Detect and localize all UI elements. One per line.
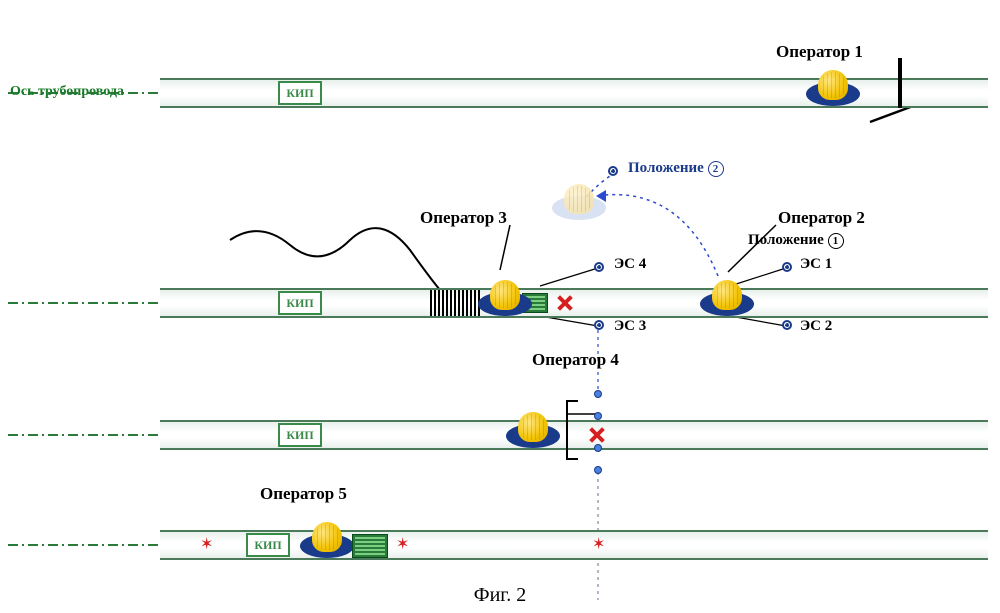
operator-2-label: Оператор 2 [778, 208, 865, 228]
position-2-point [608, 166, 618, 176]
bluedot-2 [594, 412, 602, 420]
operator-1 [806, 66, 860, 120]
operator-5-label: Оператор 5 [260, 484, 347, 504]
kip-box-4: КИП [246, 533, 290, 557]
star-1 [200, 538, 214, 552]
operator-3-label: Оператор 3 [420, 208, 507, 228]
figure-label: Фиг. 2 [474, 584, 526, 607]
position-1-label: Положение 1 [748, 232, 844, 249]
star-3 [592, 538, 606, 552]
es4-point [594, 262, 604, 272]
marker-stick [898, 58, 902, 108]
pipe-4: КИП [160, 530, 988, 560]
es3-point [594, 320, 604, 330]
pipe-1: КИП [160, 78, 988, 108]
es4-label: ЭС 4 [614, 256, 646, 273]
operator-3 [478, 276, 532, 330]
operator-1-label: Оператор 1 [776, 42, 863, 62]
kip-box-2: КИП [278, 291, 322, 315]
es2-label: ЭС 2 [800, 318, 832, 335]
es1-label: ЭС 1 [800, 256, 832, 273]
operator-2 [700, 276, 754, 330]
bluedot-4 [594, 466, 602, 474]
es3-label: ЭС 3 [614, 318, 646, 335]
kip-box-3: КИП [278, 423, 322, 447]
bluedot-3 [594, 444, 602, 452]
diagram-canvas: КИП Ось трубопровода Оператор 1 КИП Опер… [0, 0, 1000, 613]
operator-4 [506, 408, 560, 462]
gps-device [352, 534, 388, 558]
cross-mark-2 [588, 426, 606, 444]
es1-point [782, 262, 792, 272]
axis-label: Ось трубопровода [10, 84, 124, 100]
operator-2-ghost [552, 180, 606, 234]
position-2-label: Положение 2 [628, 160, 724, 177]
coil [430, 290, 480, 316]
operator-4-label: Оператор 4 [532, 350, 619, 370]
kip-box-1: КИП [278, 81, 322, 105]
bluedot-1 [594, 390, 602, 398]
bracket [566, 400, 578, 460]
operator-5 [300, 518, 354, 572]
star-2 [396, 538, 410, 552]
es2-point [782, 320, 792, 330]
cross-mark-1 [556, 294, 574, 312]
pipe-2: КИП [160, 288, 988, 318]
